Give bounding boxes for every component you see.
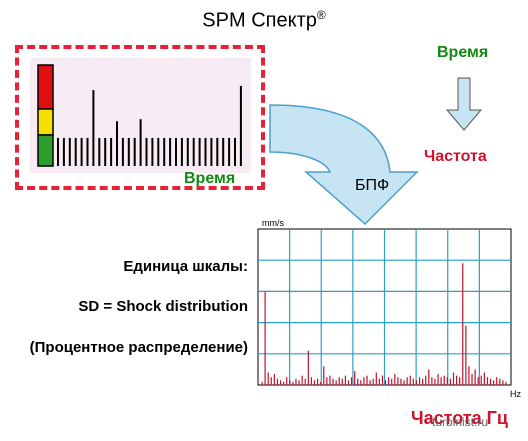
meter-yellow-zone xyxy=(37,108,54,136)
percent-label: (Процентное распределение) xyxy=(29,339,248,356)
registered-mark: ® xyxy=(316,8,326,22)
time-axis-label: Время xyxy=(184,170,236,187)
time-signal-frame xyxy=(15,45,265,190)
meter-red-zone xyxy=(37,64,54,110)
page-title: SPM Спектр® xyxy=(202,8,326,32)
frequency-domain-label: Частота xyxy=(424,148,487,165)
spectrum-grid xyxy=(258,229,511,385)
fft-label: БПФ xyxy=(355,177,390,194)
meter-green-zone xyxy=(37,134,54,167)
x-unit-label: Hz xyxy=(510,389,521,399)
time-domain-label: Время xyxy=(437,44,489,61)
frequency-hz-label: Частота Гц xyxy=(411,408,508,428)
fft-transform-arrow xyxy=(269,104,419,226)
y-unit-label: mm/s xyxy=(262,218,284,228)
time-signal-bars xyxy=(57,85,242,166)
spectrum-lines xyxy=(261,263,507,385)
watermark: turbinist.ru xyxy=(432,415,489,429)
scale-units-label: Единица шкалы: xyxy=(123,258,248,275)
down-arrow-icon xyxy=(445,77,483,131)
sd-label: SD = Shock distribution xyxy=(78,298,248,315)
